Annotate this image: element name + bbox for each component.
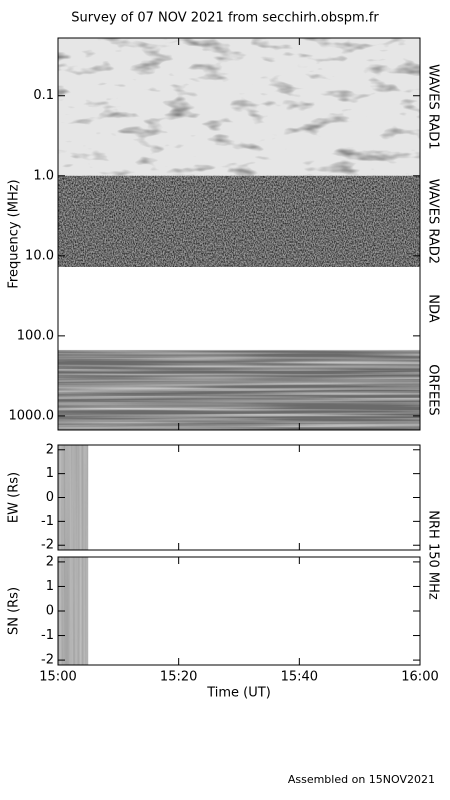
band-texture <box>58 349 420 430</box>
y-tick-label: -2 <box>41 653 54 668</box>
y-tick-label: -1 <box>41 514 54 529</box>
y-tick-label: 1000.0 <box>9 408 55 423</box>
y-tick-label: 100.0 <box>17 328 54 343</box>
band-texture <box>58 175 420 268</box>
right-label: NRH 150 MHz <box>426 510 441 600</box>
band-label: WAVES RAD1 <box>426 64 441 149</box>
band-texture <box>58 38 420 176</box>
y-tick-label: 10.0 <box>25 248 54 263</box>
x-tick-label: 15:40 <box>281 670 318 685</box>
band-label: WAVES RAD2 <box>426 179 441 264</box>
y-tick-label: 1.0 <box>33 168 54 183</box>
y-tick-label: 2 <box>46 442 54 457</box>
footer: Assembled on 15NOV2021 <box>288 773 435 786</box>
y-tick-label: -2 <box>41 538 54 553</box>
y-axis-label: SN (Rs) <box>7 587 22 635</box>
y-tick-label: -1 <box>41 628 54 643</box>
x-tick-label: 16:00 <box>401 670 438 685</box>
y-tick-label: 2 <box>46 554 54 569</box>
y-axis-label: EW (Rs) <box>7 472 22 523</box>
x-tick-label: 15:20 <box>160 670 197 685</box>
band-label: NDA <box>426 294 441 323</box>
band <box>58 267 420 350</box>
chart-title: Survey of 07 NOV 2021 from secchirh.obsp… <box>71 11 379 26</box>
y-tick-label: 0 <box>46 490 54 505</box>
x-axis-label: Time (UT) <box>206 686 271 701</box>
y-axis-label: Frequency (MHz) <box>7 179 22 288</box>
panel-frame <box>57 556 421 666</box>
panel-frame <box>57 444 421 551</box>
y-tick-label: 1 <box>46 466 54 481</box>
y-tick-label: 1 <box>46 579 54 594</box>
panel-frame <box>57 37 421 431</box>
x-tick-label: 15:00 <box>39 670 76 685</box>
y-tick-label: 0.1 <box>33 88 54 103</box>
band-label: ORFEES <box>426 364 441 415</box>
y-tick-label: 0 <box>46 604 54 619</box>
